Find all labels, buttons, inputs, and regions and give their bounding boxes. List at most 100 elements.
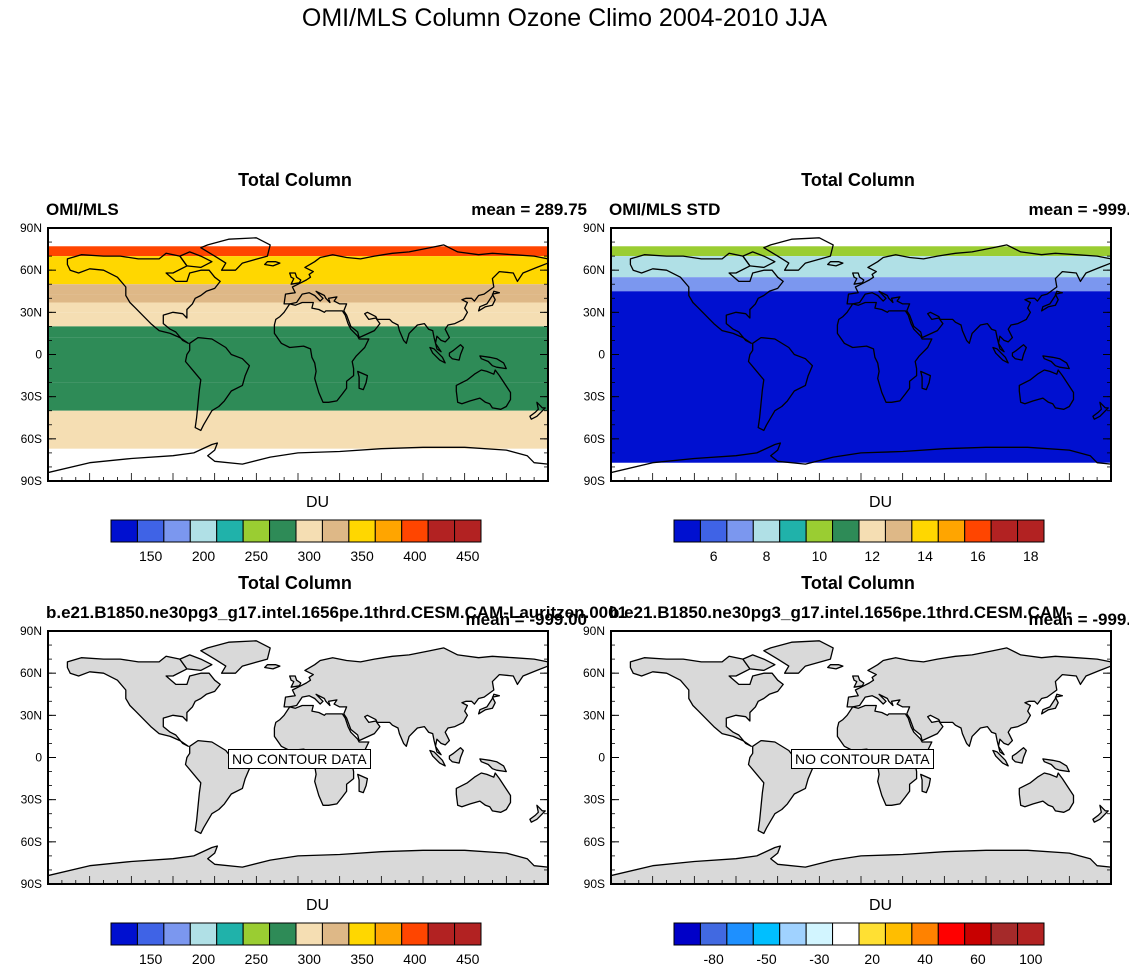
lat-tick-label: 60S [21,432,42,446]
coastline-eurasia [846,244,1111,353]
colorbar-box [427,519,456,543]
colorbar-box [321,519,350,543]
coastline-sumatra [992,346,1009,364]
colorbar-label: 150 [139,548,163,564]
colorbar-box [216,922,244,946]
colorbar-label: 16 [970,548,986,564]
contour-band [48,302,548,313]
colorbar-box [110,519,138,543]
colorbar-label: 200 [192,951,216,967]
coastline-greenland [763,237,834,271]
colorbar-label: 6 [710,548,718,564]
colorbar-box [937,922,966,946]
colorbar-label: 450 [456,951,480,967]
coastline-borneo [448,747,464,764]
left-string: b.e21.B1850.ne30pg3_g17.intel.1656pe.1th… [46,603,628,622]
lat-tick-label: 60N [20,666,42,680]
coastline-africa [273,301,370,403]
panel-title: Total Column [801,170,915,190]
lat-tick-label: 60N [20,263,42,277]
coastline-south-america [184,336,251,432]
colorbar: 6 8 10 12 14 16 18 [673,519,1045,564]
colorbar-label: 250 [245,951,269,967]
coastline-australia [1018,772,1075,813]
colorbar: -80 -50 -30 20 40 60 100 [673,922,1045,967]
colorbar-box [454,922,482,946]
colorbar-box [1017,519,1045,543]
contour-band [48,246,548,257]
colorbar-box [454,519,482,543]
colorbar-box [779,922,807,946]
colorbar-title: DU [868,897,893,914]
contour-band [48,382,548,411]
coastline-madagascar [920,773,932,794]
coastline-madagascar [357,773,369,794]
coastline-eurasia [846,647,1111,756]
colorbar-box [832,519,860,543]
coastline-baffin [742,654,776,672]
coastline-australia [455,772,512,813]
right-string: mean = 289.75 [471,200,587,219]
coastline-iceland [264,261,281,267]
lat-tick-label: 90N [20,221,42,235]
colorbar-box [805,519,834,543]
lat-tick-label: 90N [20,624,42,638]
colorbar-box [779,519,807,543]
lat-tick-label: 0 [598,751,605,765]
coastline-sumatra [429,346,446,364]
coastline-greenland [200,640,271,674]
lat-tick-label: 60N [583,666,605,680]
colorbar-box [858,922,886,946]
colorbar-label: 350 [350,548,374,564]
colorbar-box [990,922,1019,946]
colorbar-box [884,519,913,543]
no-contour-data-label: NO CONTOUR DATA [228,748,371,769]
lat-tick-label: 30S [21,793,42,807]
panel-model: Total Column b.e21.B1850.ne30pg3_g17.inte… [20,573,627,973]
right-string: mean = -999.00 [1028,200,1129,219]
colorbar-box [673,519,701,543]
lat-tick-label: 0 [598,348,605,362]
colorbar-box [348,922,376,946]
lat-tick-label: 30S [584,390,605,404]
lat-tick-label: 90N [583,221,605,235]
colorbar-box [964,922,992,946]
colorbar-box [401,519,429,543]
colorbar-label: -80 [704,951,724,967]
coastline-borneo [448,344,464,361]
coastline-greenland [200,237,271,271]
coastline-south-america [747,336,814,432]
colorbar-label: 150 [139,951,163,967]
colorbar-label: -50 [756,951,776,967]
colorbar-label: -30 [809,951,829,967]
colorbar-box [805,922,834,946]
panel-title: Total Column [801,573,915,593]
panel-omi-mls: Total Column OMI/MLS mean = 289.75 90N 60N 30… [20,170,600,570]
coastline-africa [836,301,933,403]
colorbar-box [911,519,939,543]
colorbar-label: 20 [864,951,880,967]
coastline-madagascar [920,370,932,391]
right-string: mean = -999.00 [465,610,587,629]
lat-tick-label: 90S [584,877,605,891]
coastline-madagascar [357,370,369,391]
coastline-sumatra [992,749,1009,767]
colorbar-title: DU [305,897,330,914]
colorbar-box [321,922,350,946]
coastline-borneo [1011,747,1027,764]
colorbar-box [752,922,781,946]
lat-tick-label: 90S [584,474,605,488]
colorbar-label: 450 [456,548,480,564]
coastline-new-guinea [1042,355,1070,370]
coastline-australia [1018,369,1075,410]
map-plot: 90N 60N 30N 0 30S 60S 90S [583,221,1112,488]
colorbar-title: DU [868,494,893,511]
coastline-antarctica [48,845,548,884]
colorbar-box [726,519,754,543]
colorbar-box [110,922,138,946]
coastline-australia [455,369,512,410]
colorbar-box [374,519,403,543]
colorbar-box [136,519,165,543]
colorbar-label: 100 [1019,951,1043,967]
lat-tick-label: 30N [20,708,42,722]
